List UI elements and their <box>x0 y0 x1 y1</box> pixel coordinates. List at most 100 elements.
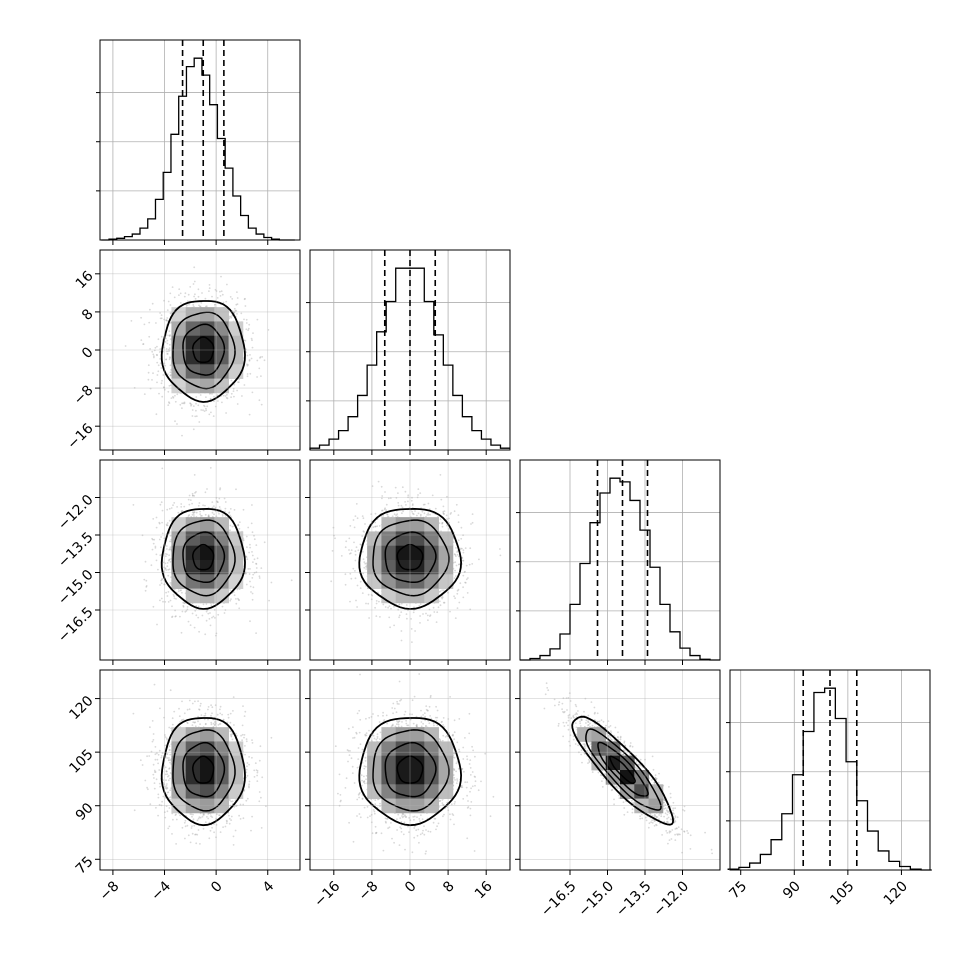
scatter-point <box>158 521 161 524</box>
scatter-point <box>194 415 197 418</box>
scatter-point <box>356 606 358 608</box>
scatter-point <box>159 312 162 314</box>
scatter-point <box>159 358 162 360</box>
scatter-point <box>458 601 461 604</box>
scatter-point <box>470 523 472 525</box>
scatter-point <box>185 305 188 307</box>
scatter-point <box>214 405 217 408</box>
scatter-point <box>214 304 216 306</box>
scatter-point <box>158 538 161 541</box>
scatter-point <box>169 548 171 550</box>
scatter-point <box>173 502 176 504</box>
scatter-point <box>182 605 185 608</box>
scatter-point <box>195 409 197 412</box>
scatter-point <box>217 613 220 616</box>
scatter-point <box>359 543 362 546</box>
scatter-point <box>419 513 422 516</box>
scatter-point <box>364 562 367 565</box>
scatter-point <box>169 304 172 306</box>
scatter-point <box>362 572 365 575</box>
scatter-point <box>352 567 355 570</box>
scatter-point <box>167 574 170 577</box>
scatter-point <box>145 586 148 588</box>
scatter-point <box>186 300 189 303</box>
scatter-point <box>143 578 146 581</box>
scatter-point <box>208 392 211 395</box>
scatter-point <box>340 555 343 557</box>
scatter-point <box>162 561 165 564</box>
scatter-point <box>391 515 394 518</box>
scatter-point <box>207 515 210 518</box>
scatter-point <box>176 423 178 425</box>
scatter-point <box>205 305 208 308</box>
scatter-point <box>207 515 210 518</box>
scatter-point <box>384 606 387 608</box>
scatter-point <box>168 401 170 404</box>
scatter-point <box>244 297 246 300</box>
scatter-point <box>225 412 228 414</box>
scatter-point <box>407 500 409 503</box>
scatter-point <box>155 413 158 416</box>
scatter-point <box>426 614 429 617</box>
scatter-point <box>160 501 163 504</box>
scatter-point <box>448 517 450 520</box>
scatter-point <box>192 304 195 306</box>
scatter-point <box>237 524 240 527</box>
scatter-point <box>176 506 179 508</box>
scatter-point <box>419 615 421 617</box>
scatter-point <box>203 404 205 407</box>
scatter-point <box>248 323 251 326</box>
scatter-point <box>441 522 444 524</box>
scatter-point <box>183 402 186 405</box>
scatter-point <box>381 509 384 512</box>
scatter-point <box>377 480 380 483</box>
scatter-point <box>168 343 171 346</box>
scatter-point <box>159 554 162 557</box>
scatter-point <box>442 505 445 508</box>
scatter-point <box>124 345 127 347</box>
scatter-point <box>414 510 416 512</box>
scatter-point <box>344 546 347 549</box>
scatter-point <box>161 379 163 382</box>
scatter-point <box>354 570 356 572</box>
scatter-point <box>186 304 189 306</box>
scatter-point <box>165 350 168 353</box>
scatter-point <box>230 379 233 382</box>
scatter-point <box>175 598 177 600</box>
density-cell <box>200 378 215 394</box>
scatter-point <box>236 313 238 315</box>
scatter-point <box>164 567 167 570</box>
scatter-point <box>161 521 164 524</box>
scatter-point <box>217 400 219 402</box>
scatter-point <box>182 604 185 607</box>
scatter-point <box>162 600 164 603</box>
scatter-point <box>170 384 172 387</box>
panel-frame <box>99 39 301 241</box>
scatter-point <box>354 553 357 556</box>
contour-line-3 <box>160 507 246 610</box>
scatter-point <box>471 521 474 524</box>
scatter-point <box>398 616 400 619</box>
scatter-point <box>245 583 248 586</box>
scatter-point <box>462 549 465 552</box>
corner-panels: −8 −4 0 4 −16 −8 0 8 16 −16.5−15.0−13.5−12.0 75 90 1… <box>55 39 932 920</box>
scatter-point <box>462 596 465 599</box>
scatter-point <box>205 610 208 613</box>
scatter-point <box>249 580 251 583</box>
scatter-point <box>401 486 404 489</box>
scatter-point <box>194 293 196 296</box>
scatter-point <box>258 575 261 578</box>
scatter-point <box>253 534 255 537</box>
scatter-point <box>245 535 248 538</box>
scatter-point <box>250 337 253 340</box>
scatter-point <box>426 514 428 516</box>
scatter-point <box>404 490 407 493</box>
scatter-point <box>237 597 239 600</box>
scatter-point <box>221 605 224 608</box>
scatter-point <box>158 351 161 353</box>
scatter-point <box>184 610 187 613</box>
scatter-point <box>442 512 445 514</box>
scatter-point <box>191 511 194 514</box>
scatter-point <box>155 353 158 356</box>
scatter-point <box>160 536 163 538</box>
